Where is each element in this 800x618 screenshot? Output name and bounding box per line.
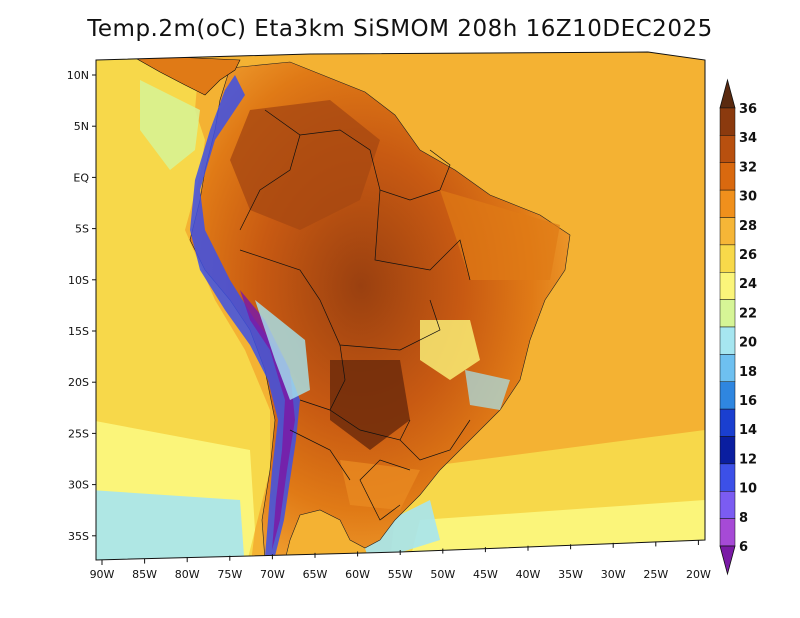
map-area [96,52,705,560]
lon-tick-label: 45W [473,568,498,581]
lat-tick-label: 25S [68,427,89,440]
latitude-axis: 10N 5N EQ 5S 10S 15S 20S 25S 30S 35S [67,69,96,543]
chaco-hot-zone [330,360,410,450]
colorbar-segment [719,381,736,410]
colorbar-label: 8 [739,511,748,526]
lon-tick-label: 25W [643,568,668,581]
colorbar-label: 24 [739,277,757,292]
lon-tick-label: 35W [558,568,583,581]
lat-tick-label: 5S [75,223,89,236]
pampas-warm [340,460,420,510]
lat-tick-label: 30S [68,479,89,492]
colorbar-label: 36 [739,102,757,117]
atlantic-coast-cool [360,500,440,560]
colorbar-segment [719,326,736,355]
colorbar-label: 6 [739,540,748,555]
lon-tick-label: 50W [430,568,455,581]
lat-tick-label: 10N [67,69,89,82]
lon-tick-label: 40W [516,568,541,581]
colorbar-segment [719,463,736,492]
colorbar-bottom-arrow [719,545,736,576]
colorbar-segment [719,299,736,328]
central-america [129,54,241,96]
brazil-highlands-cool [420,320,480,380]
pacific-north-cool [140,80,200,170]
lat-tick-label: 10S [68,274,89,287]
colorbar-segment [719,162,736,191]
colorbar-label: 12 [739,452,757,467]
lat-tick-label: 15S [68,325,89,338]
andes-highlands [255,300,310,400]
colorbar-segment [719,354,736,382]
colorbar: 36 34 32 30 28 26 24 22 20 18 16 14 12 10 8 6 [719,78,757,576]
colorbar-segment [719,272,736,300]
colorbar-label: 14 [739,423,757,438]
lon-tick-label: 90W [90,568,115,581]
lon-tick-label: 60W [345,568,370,581]
longitude-axis: 90W 85W 80W 75W 70W 65W 60W 55W 50W 45W 40W 35W 30W 2… [90,540,711,581]
colorbar-label: 28 [739,219,757,234]
colorbar-segment [719,436,736,465]
northeast-warm [440,190,560,280]
andes-cold-ridge [190,75,300,556]
colorbar-segment [719,491,736,519]
colorbar-segment [719,244,736,273]
colorbar-label: 20 [739,336,757,351]
pacific-south-cool [96,490,245,560]
lat-tick-label: 20S [68,376,89,389]
lon-tick-label: 70W [260,568,285,581]
lon-tick-label: 55W [388,568,413,581]
southeast-cool [465,370,510,410]
colorbar-segment [719,135,736,163]
lat-tick-label: 35S [68,530,89,543]
colorbar-top-arrow [719,78,736,109]
colorbar-segment [719,408,736,437]
colorbar-segment [719,107,736,136]
amazon-hot-zone [230,100,380,230]
colorbar-segment [719,189,736,218]
map-frame [95,51,706,561]
colorbar-label: 18 [739,365,757,380]
country-borders [239,109,471,521]
lon-tick-label: 85W [132,568,157,581]
lon-tick-label: 65W [303,568,328,581]
colorbar-label: 26 [739,248,757,263]
colorbar-segment [719,217,736,246]
lon-tick-label: 30W [601,568,626,581]
colorbar-label: 10 [739,482,757,497]
map-title: Temp.2m(oC) Eta3km SiSMOM 208h 16Z10DEC2… [87,16,713,42]
colorbar-label: 30 [739,190,757,205]
colorbar-segment [719,518,736,547]
colorbar-label: 34 [739,131,757,146]
colorbar-label: 32 [739,160,757,175]
lon-tick-label: 20W [686,568,711,581]
lat-tick-label: 5N [74,120,89,133]
colorbar-label: 16 [739,394,757,409]
lat-tick-label: EQ [73,171,89,184]
lon-tick-label: 75W [217,568,242,581]
lon-tick-label: 80W [175,568,200,581]
colorbar-label: 22 [739,306,757,321]
